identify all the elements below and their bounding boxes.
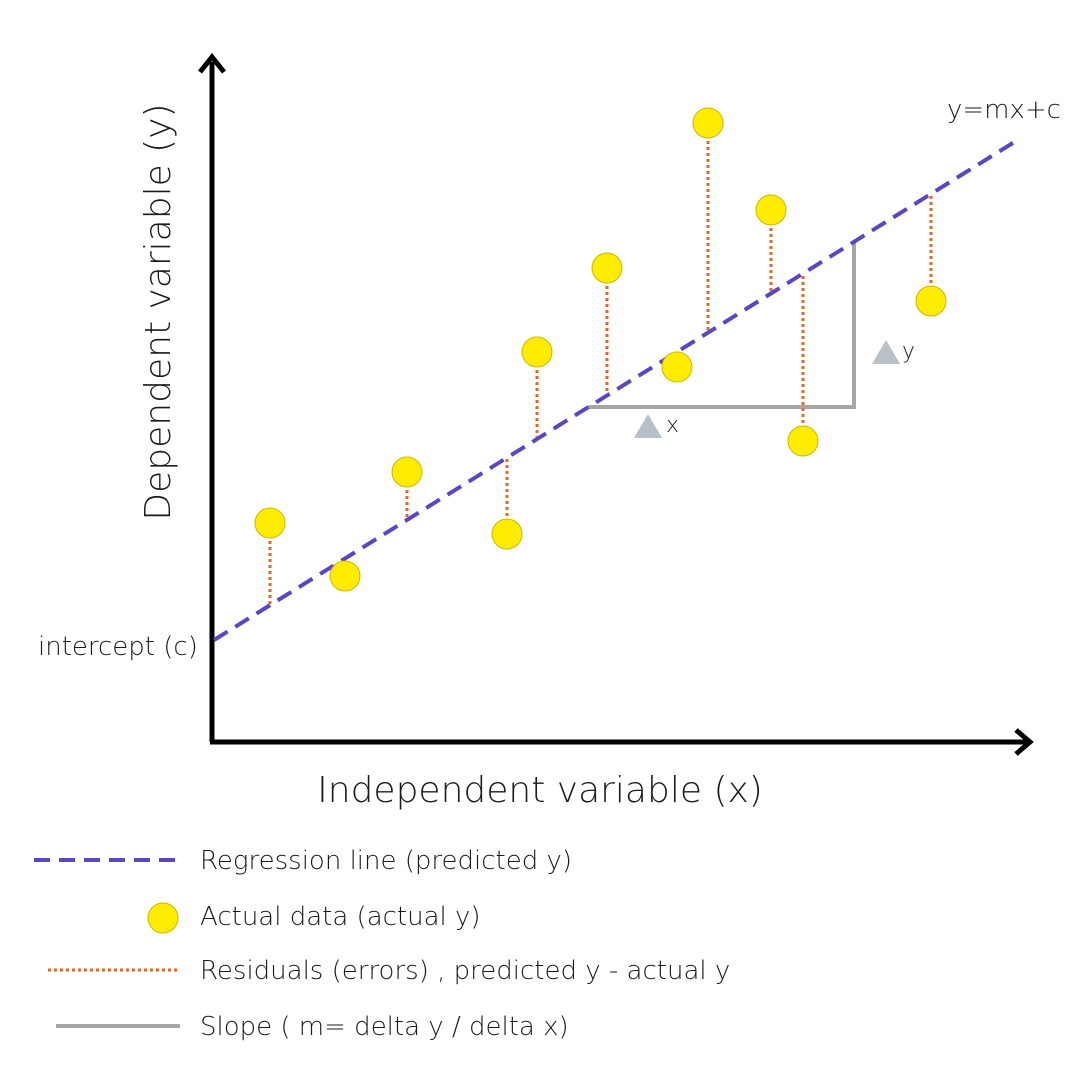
delta-y-label: y [902, 339, 915, 364]
x-axis-arrowhead [1014, 728, 1034, 756]
x-axis-label: Independent variable (x) [317, 770, 763, 811]
solid-line-icon [56, 1024, 180, 1028]
data-point [491, 518, 523, 550]
data-point [915, 285, 947, 317]
legend-label: Actual data (actual y) [200, 902, 481, 932]
legend-item-slope: Slope ( m= delta y / delta x) [30, 1006, 1030, 1046]
equation-label: y=mx+c [947, 95, 1061, 125]
dotted-line-icon [48, 968, 180, 972]
legend-item-residuals: Residuals (errors) , predicted y - actua… [30, 950, 1030, 990]
legend-label: Residuals (errors) , predicted y - actua… [200, 956, 731, 986]
data-point [254, 507, 286, 539]
intercept-label: intercept (c) [38, 632, 198, 662]
data-point [755, 194, 787, 226]
y-axis-arrowhead [198, 52, 226, 74]
regression-line [212, 139, 1018, 642]
data-point [591, 252, 623, 284]
dashed-line-icon [34, 858, 180, 862]
data-point [391, 456, 423, 488]
data-point [329, 560, 361, 592]
legend-label: Regression line (predicted y) [200, 846, 573, 876]
data-points-group [254, 107, 947, 592]
data-point [521, 336, 553, 368]
legend-item-actual-data: Actual data (actual y) [30, 896, 1030, 936]
delta-x-triangle-icon [634, 414, 662, 438]
y-axis-label: Dependent variable (y) [138, 103, 179, 520]
slope-line [588, 243, 856, 409]
legend-item-regression-line: Regression line (predicted y) [30, 840, 1030, 880]
data-point [692, 107, 724, 139]
residuals-group [268, 123, 933, 606]
data-point [661, 351, 693, 383]
yellow-dot-icon [147, 902, 179, 934]
data-point [787, 425, 819, 457]
regression-diagram: x y y=mx+c intercept (c) Independent var… [38, 52, 1061, 811]
delta-x-label: x [666, 413, 679, 438]
legend-label: Slope ( m= delta y / delta x) [200, 1012, 569, 1042]
delta-y-triangle-icon [872, 340, 900, 364]
